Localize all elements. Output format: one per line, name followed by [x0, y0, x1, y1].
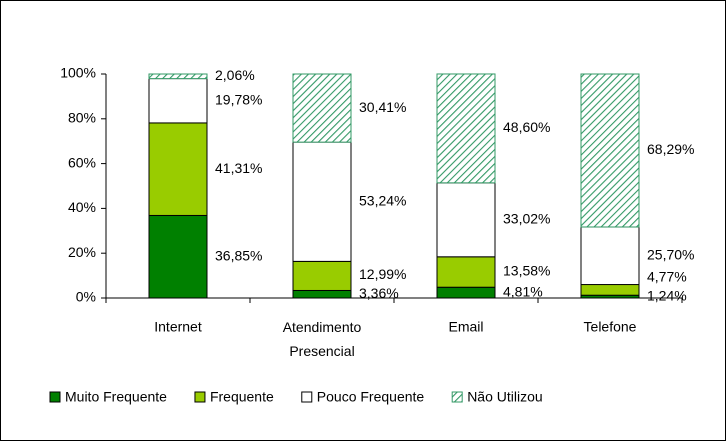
legend-label: Pouco Frequente [317, 389, 425, 405]
y-tick-label: 100% [60, 65, 96, 81]
value-label: 2,06% [215, 67, 255, 83]
value-label: 4,77% [647, 268, 687, 284]
value-label: 25,70% [647, 246, 694, 262]
value-label: 30,41% [359, 99, 406, 115]
y-tick-label: 0% [76, 289, 96, 305]
y-tick-label: 60% [68, 154, 96, 170]
x-tick-label: Telefone [584, 319, 637, 335]
bar-segment [580, 284, 640, 296]
value-label: 3,36% [359, 285, 399, 301]
bar-segment [292, 289, 352, 299]
value-label: 19,78% [215, 91, 262, 107]
value-label: 33,02% [503, 211, 550, 227]
legend-swatch [301, 391, 313, 403]
bar-segment [292, 73, 352, 143]
legend-label: Muito Frequente [65, 389, 167, 405]
value-label: 4,81% [503, 283, 543, 299]
bar-segment [292, 141, 352, 262]
bar-segment [436, 286, 496, 299]
legend-swatch [451, 391, 463, 403]
legend-swatch [194, 391, 206, 403]
bar-segment [148, 73, 208, 80]
value-label: 53,24% [359, 192, 406, 208]
legend-label: Não Utilizou [467, 389, 542, 405]
bar-segment [436, 182, 496, 258]
x-tick-label-line: Presencial [289, 343, 354, 359]
bar-segment [292, 260, 352, 291]
x-tick-label: Internet [154, 319, 202, 335]
value-label: 36,85% [215, 247, 262, 263]
x-tick-label: Email [448, 319, 483, 335]
value-label: 41,31% [215, 160, 262, 176]
y-tick-label: 20% [68, 244, 96, 260]
value-label: 13,58% [503, 263, 550, 279]
bar-segment [580, 226, 640, 286]
bar-segment [436, 73, 496, 184]
y-tick-label: 40% [68, 199, 96, 215]
bar-segment [580, 73, 640, 228]
bar-segment [148, 78, 208, 124]
bar-segment [148, 122, 208, 216]
x-tick-label: Atendimento Presencial [283, 319, 362, 359]
value-label: 1,24% [647, 287, 687, 303]
legend-label: Frequente [210, 389, 274, 405]
bar-segment [148, 214, 208, 299]
value-label: 68,29% [647, 141, 694, 157]
bar-segment [436, 256, 496, 288]
x-tick-label-line: Atendimento [283, 319, 362, 335]
legend-swatch [49, 391, 61, 403]
value-label: 12,99% [359, 266, 406, 282]
value-label: 48,60% [503, 119, 550, 135]
y-tick-label: 80% [68, 110, 96, 126]
